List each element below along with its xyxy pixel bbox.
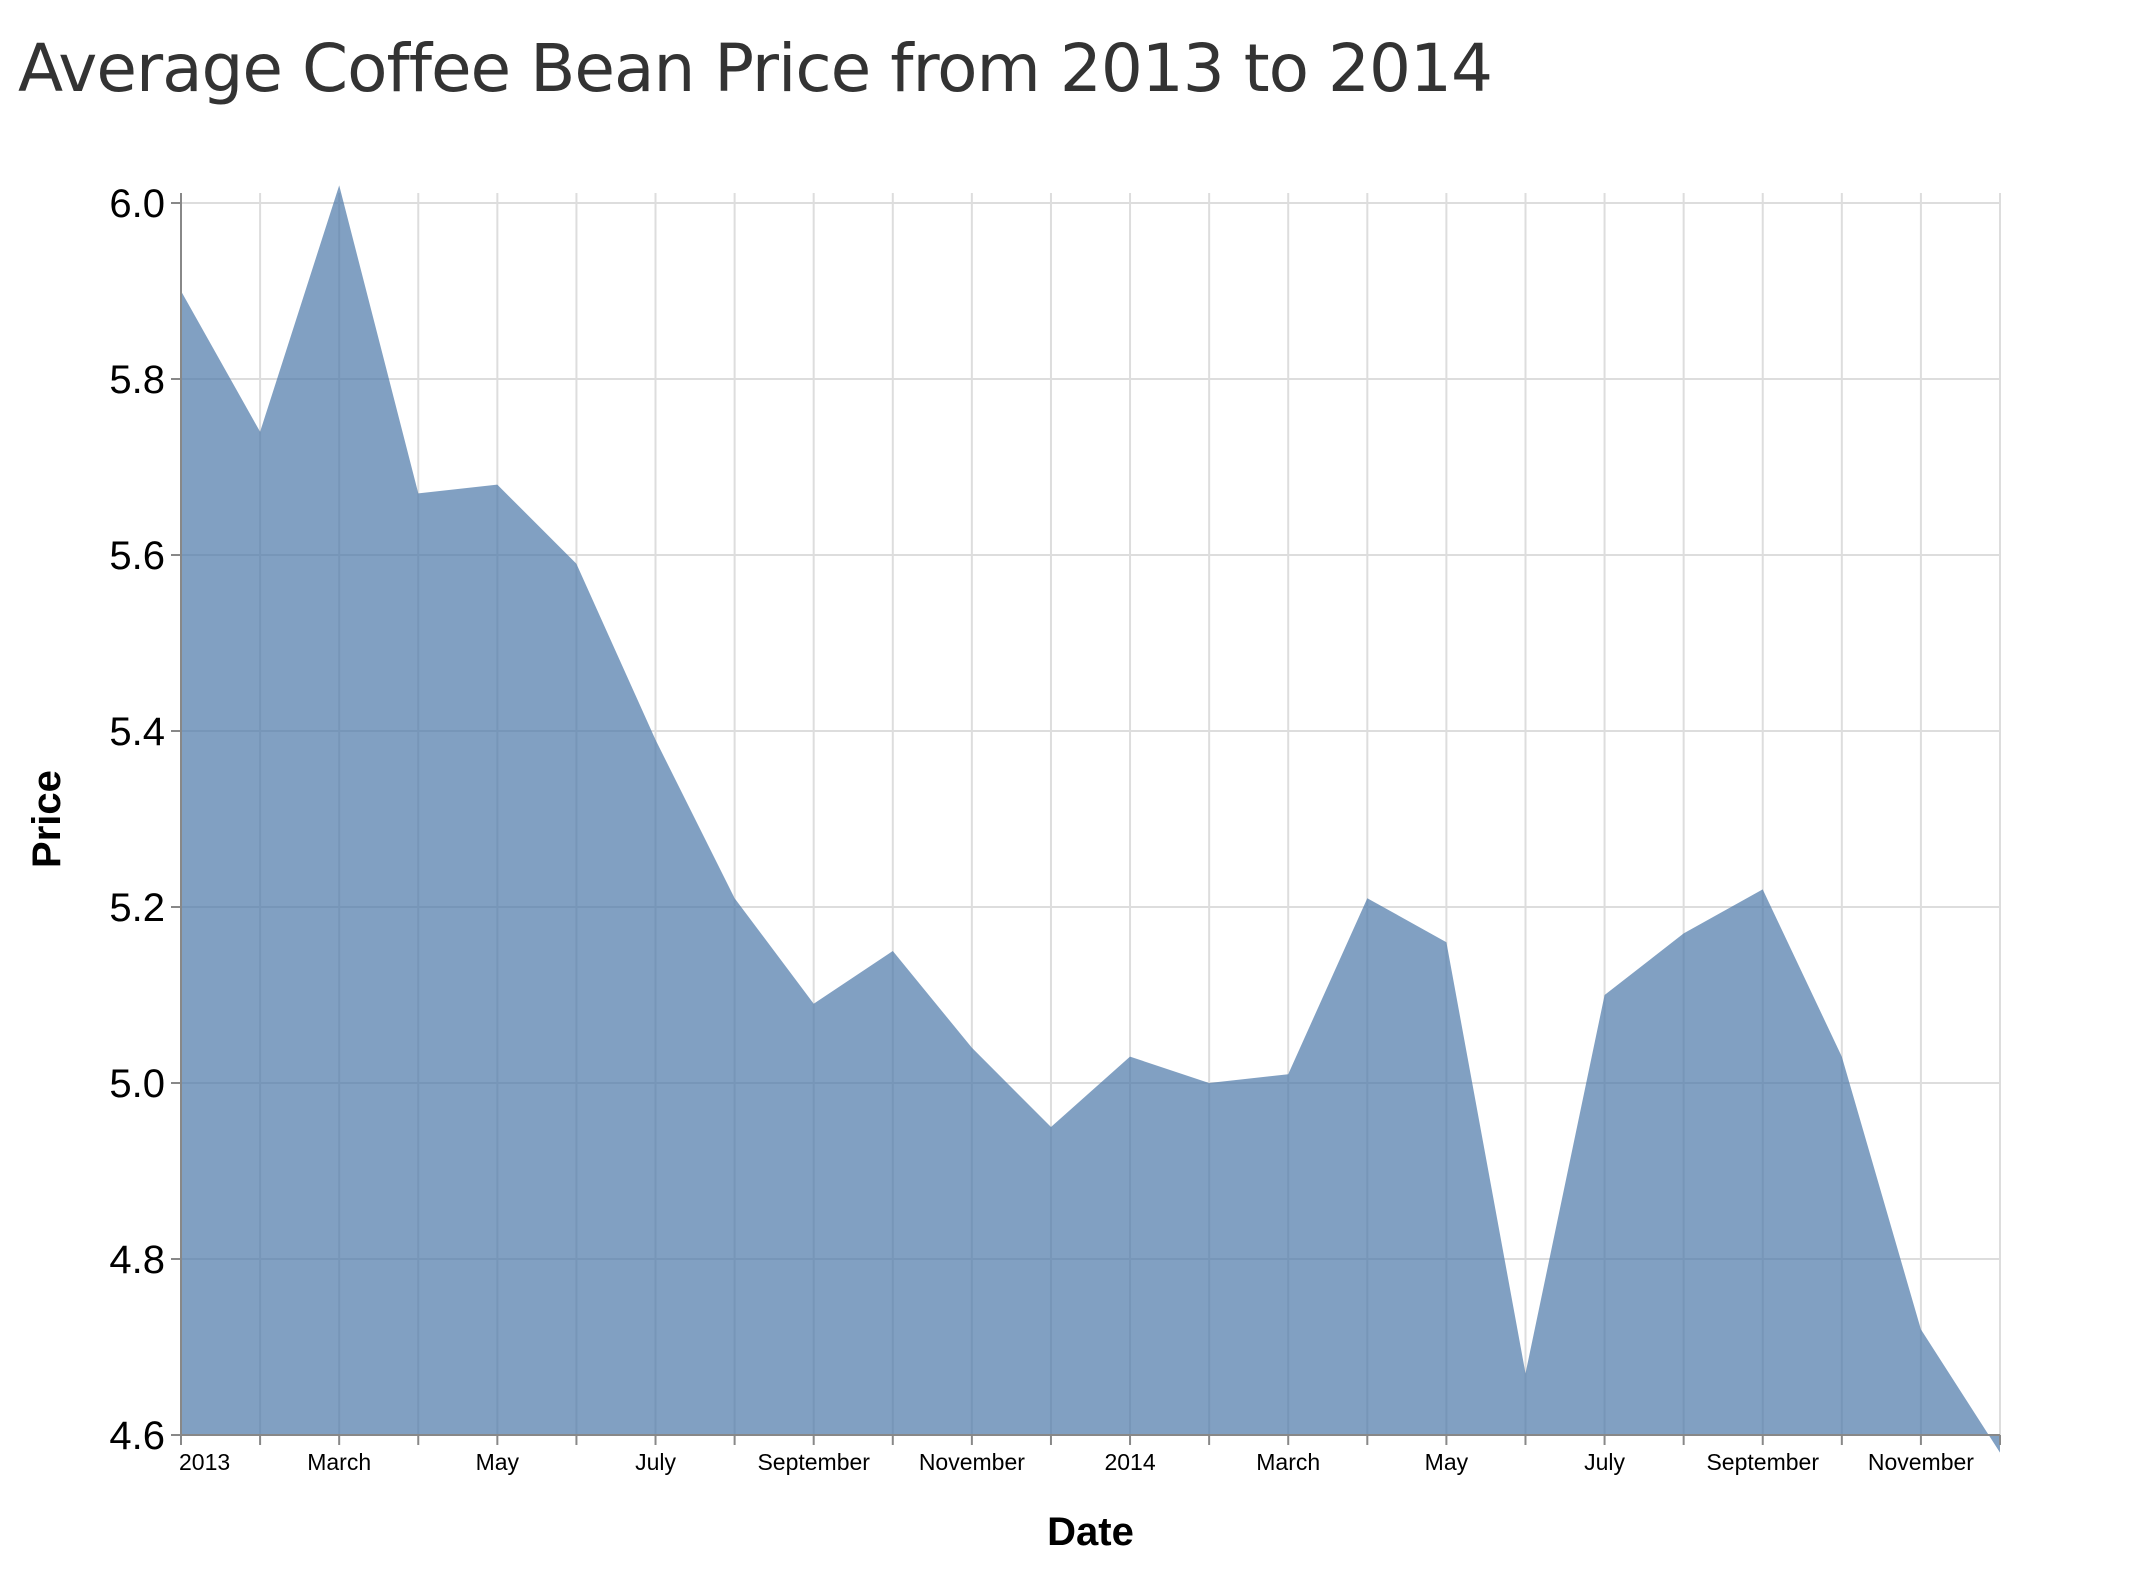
axes bbox=[180, 193, 2000, 1436]
y-tick-label: 5.4 bbox=[109, 710, 165, 754]
x-tick-label: July bbox=[1584, 1449, 1625, 1475]
x-tick-label: 2013 bbox=[179, 1449, 230, 1475]
x-tick-label: 2014 bbox=[1104, 1449, 1155, 1475]
x-tick-label: November bbox=[919, 1449, 1025, 1475]
x-tick-label: March bbox=[1256, 1449, 1320, 1475]
price-area bbox=[181, 185, 2000, 1453]
y-axis-title: Price bbox=[25, 770, 69, 868]
y-tick-label: 5.2 bbox=[109, 886, 165, 930]
y-tick-label: 5.6 bbox=[109, 534, 165, 578]
y-tick-label: 6.0 bbox=[109, 182, 165, 226]
y-axis-ticks: 4.6 4.8 5.0 5.2 5.4 5.6 5.8 6.0 bbox=[109, 182, 181, 1458]
y-tick-label: 4.6 bbox=[109, 1414, 165, 1458]
y-tick-label: 5.0 bbox=[109, 1062, 165, 1106]
x-tick-label: July bbox=[635, 1449, 676, 1475]
y-tick-label: 4.8 bbox=[109, 1238, 165, 1282]
x-tick-label: May bbox=[476, 1449, 520, 1475]
x-axis-title: Date bbox=[1047, 1510, 1134, 1554]
x-tick-label: November bbox=[1868, 1449, 1974, 1475]
x-tick-label: May bbox=[1425, 1449, 1469, 1475]
y-tick-label: 5.8 bbox=[109, 358, 165, 402]
x-tick-label: September bbox=[1706, 1449, 1819, 1475]
x-tick-label: March bbox=[307, 1449, 371, 1475]
chart-title: Average Coffee Bean Price from 2013 to 2… bbox=[18, 30, 1493, 107]
x-axis-ticks: 2013 March May July September November 2014 Mar… bbox=[179, 1435, 2001, 1475]
x-tick-label: September bbox=[757, 1449, 870, 1475]
